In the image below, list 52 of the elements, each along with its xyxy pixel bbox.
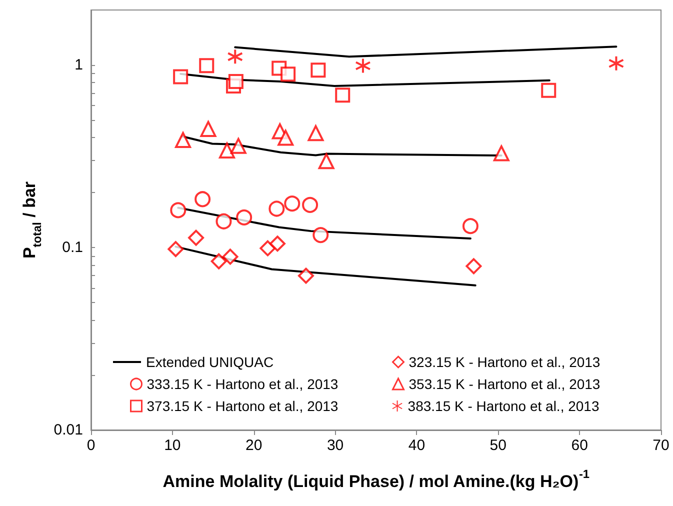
x-tick-label: 0 <box>86 437 96 454</box>
point <box>173 69 188 84</box>
point <box>310 62 326 78</box>
x-tick-label: 60 <box>571 437 588 454</box>
x-tick-label: 10 <box>164 437 181 454</box>
point <box>466 258 482 274</box>
x-tick-label: 50 <box>490 437 506 454</box>
point <box>541 82 556 98</box>
point <box>302 196 318 213</box>
x-tick-label: 20 <box>246 437 262 454</box>
point <box>227 48 244 65</box>
point <box>175 132 192 148</box>
legend-label: 373.15 K - Hartono et al., 2013 <box>146 398 338 414</box>
point <box>230 138 246 154</box>
legend-label: 323.15 K - Hartono et al., 2013 <box>408 354 600 370</box>
point <box>236 209 252 226</box>
point <box>216 213 232 230</box>
point <box>269 236 286 252</box>
point <box>188 230 204 246</box>
point <box>462 218 478 234</box>
point <box>318 153 334 170</box>
point <box>284 196 300 212</box>
legend-label: Extended UNIQUAC <box>146 354 274 370</box>
y-axis-title: Ptotal / bar <box>20 181 44 259</box>
point <box>218 142 235 158</box>
point <box>335 88 350 103</box>
y-tick-label: 0.1 <box>62 238 83 256</box>
legend-label: 383.15 K - Hartono et al., 2013 <box>408 398 600 414</box>
point <box>194 191 211 208</box>
y-tick-label: 1 <box>74 56 83 74</box>
point <box>168 241 184 258</box>
point <box>170 202 186 218</box>
point <box>268 200 285 217</box>
y-tick-label: 0.01 <box>54 422 83 438</box>
point <box>200 120 216 137</box>
point <box>222 248 238 265</box>
point <box>210 253 227 270</box>
point <box>278 130 294 146</box>
point <box>199 58 214 74</box>
point <box>308 125 324 142</box>
point <box>280 66 296 82</box>
point <box>493 145 510 162</box>
x-tick-label: 70 <box>652 437 670 454</box>
point <box>312 227 329 244</box>
x-tick-label: 30 <box>326 437 344 454</box>
point <box>608 55 624 72</box>
point <box>354 58 371 74</box>
x-tick-label: 40 <box>408 437 426 454</box>
legend-label: 353.15 K - Hartono et al., 2013 <box>408 376 600 392</box>
point <box>228 74 244 90</box>
legend-label: 333.15 K - Hartono et al., 2013 <box>146 376 338 392</box>
point <box>298 268 314 284</box>
